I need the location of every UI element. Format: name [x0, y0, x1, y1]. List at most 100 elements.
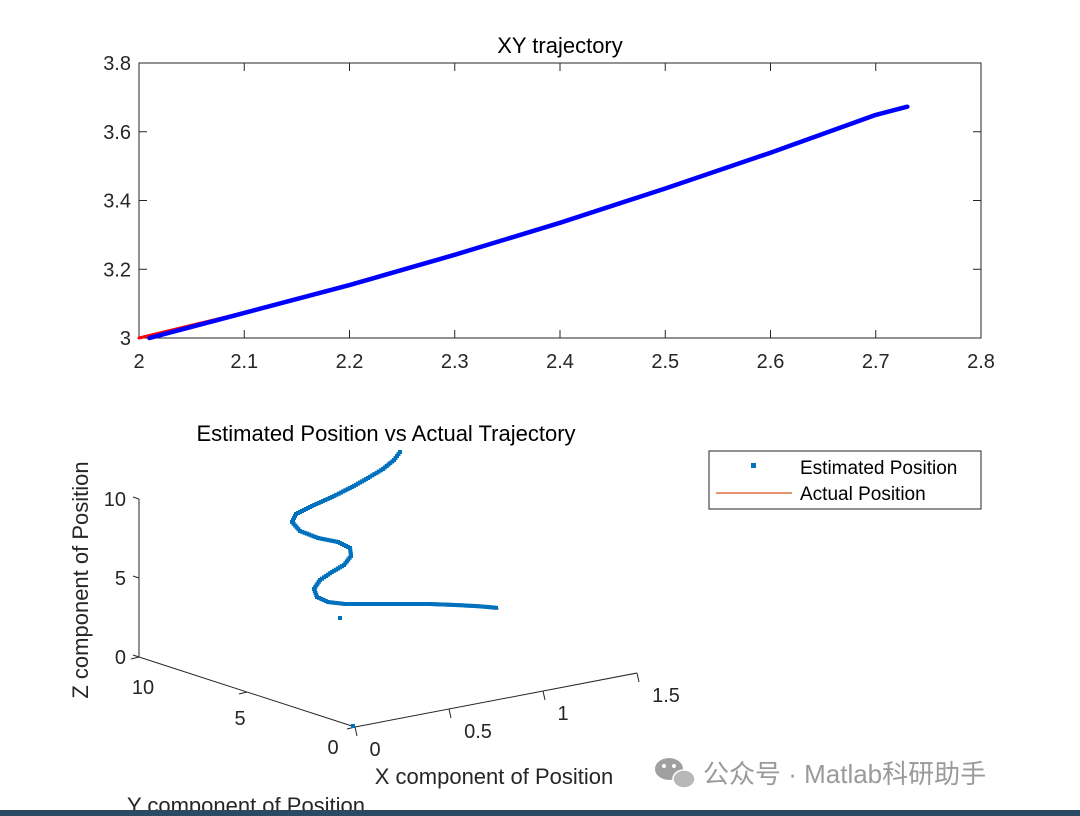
estimated-position-point: [415, 602, 420, 606]
estimated-position-point: [473, 604, 477, 608]
estimated-position-point: [345, 487, 350, 492]
plot2-title: Estimated Position vs Actual Trajectory: [196, 421, 575, 446]
estimated-position-point: [343, 602, 347, 606]
estimated-position-point: [430, 602, 435, 607]
estimated-position-point: [393, 602, 397, 606]
estimated-position-point: [381, 467, 385, 471]
estimated-position-point: [298, 529, 302, 533]
estimated-position-point: [383, 602, 387, 606]
plot1-y-tick-label: 3: [120, 328, 131, 350]
estimated-position-point: [434, 602, 439, 607]
estimated-position-point: [443, 602, 448, 607]
estimated-position-point: [481, 604, 486, 609]
estimated-position-point: [324, 537, 329, 542]
estimated-position-point: [336, 491, 341, 496]
estimated-position-point: [378, 602, 382, 606]
estimated-position-point: [325, 497, 330, 501]
y-tick-mark: [130, 656, 140, 660]
estimated-position-point: [311, 534, 316, 539]
estimated-position-point: [334, 492, 339, 497]
estimated-position-point: [450, 602, 455, 607]
estimated-position-point: [470, 603, 475, 608]
estimated-position-point: [328, 600, 333, 605]
estimated-position-point: [494, 605, 498, 610]
plot1-y-ticks: 3 3.2 3.4 3.6 3.8: [103, 53, 981, 350]
estimated-position-point: [329, 538, 334, 543]
estimated-position-point: [453, 603, 457, 607]
estimated-position-point: [372, 472, 377, 477]
estimated-position-point: [468, 603, 473, 608]
estimated-position-point: [341, 489, 346, 494]
z-tick-label: 5: [115, 568, 126, 590]
wechat-icon: [655, 758, 696, 789]
estimated-position-point: [475, 604, 480, 609]
estimated-position-point: [315, 595, 319, 599]
z-tick-label: 0: [115, 647, 126, 669]
estimated-position-point: [446, 602, 451, 607]
estimated-position-point: [345, 602, 350, 606]
estimated-position-point: [317, 596, 322, 600]
estimated-position-point: [332, 493, 337, 498]
estimated-position-point: [338, 601, 343, 606]
plot1-x-tick-label: 2.1: [230, 351, 258, 373]
estimated-position-point: [418, 602, 422, 606]
plot1-x-tick-label: 2.2: [336, 351, 364, 373]
estimated-position-point: [360, 602, 365, 606]
estimated-position-point: [313, 535, 318, 540]
estimated-position-point: [333, 539, 338, 544]
estimated-position-point: [425, 602, 430, 606]
estimated-position-point: [307, 532, 311, 537]
estimated-position-point: [318, 500, 323, 504]
estimated-position-point: [466, 603, 471, 608]
y-tick-label: 10: [132, 677, 154, 699]
estimated-position-point: [323, 498, 328, 502]
estimated-position-point: [448, 602, 453, 607]
estimated-position-point: [374, 470, 379, 475]
estimated-position-point: [441, 602, 446, 607]
estimated-position-point: [355, 602, 360, 606]
watermark: 公众号 · Matlab科研助手: [655, 758, 986, 789]
estimated-position-point: [400, 602, 405, 606]
estimated-position-point: [428, 602, 432, 606]
x-tick-mark: [354, 726, 358, 737]
estimated-xy-line: [147, 104, 910, 341]
x-tick-mark: [542, 690, 546, 701]
estimated-position-point: [319, 597, 324, 601]
estimated-position-point: [322, 537, 327, 542]
plot1-x-tick-label: 2.6: [757, 351, 785, 373]
estimated-position-point: [309, 533, 314, 538]
estimated-position-point: [483, 604, 488, 609]
estimated-position-point: [314, 502, 319, 506]
plot1-y-tick-label: 3.8: [103, 53, 131, 75]
x-ticks: 0 0.5 1 1.5: [354, 672, 680, 761]
z-tick-label: 10: [104, 489, 126, 511]
plot1-x-tick-label: 2.3: [441, 351, 469, 373]
estimated-position-point: [340, 601, 345, 606]
estimated-position-point: [390, 602, 395, 606]
estimated-position-point: [455, 603, 460, 608]
estimated-position-point: [330, 600, 335, 605]
estimated-position-point: [300, 529, 305, 534]
estimated-position-point: [461, 603, 466, 608]
z-axis-label: Z component of Position: [68, 461, 93, 698]
estimated-position-outlier: [338, 616, 342, 620]
estimated-position-point: [318, 536, 323, 541]
estimated-position-point: [388, 602, 392, 606]
estimated-position-point: [363, 602, 367, 606]
plot1-y-tick-label: 3.4: [103, 191, 131, 213]
plot1-x-tick-label: 2.7: [862, 351, 890, 373]
estimated-position-point: [439, 602, 444, 607]
z-ticks: 0 5 10: [104, 489, 140, 669]
z-tick-mark: [132, 575, 140, 579]
estimated-position-point: [316, 536, 320, 540]
3d-trajectory-plot: Estimated Position vs Actual Trajectory …: [68, 421, 982, 816]
plot1-axes-box: [138, 62, 982, 339]
estimated-position-point: [479, 604, 484, 609]
estimated-position-point: [338, 490, 343, 495]
estimated-position-point: [457, 603, 462, 608]
x-tick-label: 0: [369, 739, 380, 761]
y-ticks: 0 5 10: [130, 656, 356, 759]
x-axis-label: X component of Position: [375, 764, 613, 789]
estimated-position-markers: [290, 450, 498, 610]
x-tick-mark: [636, 672, 640, 683]
